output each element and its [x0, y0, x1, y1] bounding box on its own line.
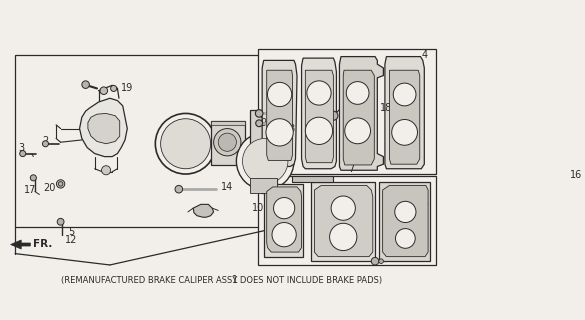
Circle shape — [82, 81, 90, 88]
Circle shape — [274, 197, 295, 219]
Text: 2: 2 — [42, 136, 49, 147]
Polygon shape — [390, 70, 420, 164]
Polygon shape — [88, 113, 120, 144]
Text: 14: 14 — [221, 182, 233, 192]
Text: 5: 5 — [68, 228, 74, 237]
Circle shape — [111, 85, 116, 92]
Polygon shape — [315, 185, 373, 257]
Circle shape — [58, 182, 63, 186]
Circle shape — [156, 113, 216, 174]
Polygon shape — [301, 58, 336, 169]
Circle shape — [214, 129, 241, 156]
Text: 9: 9 — [260, 118, 267, 128]
Text: 11: 11 — [418, 196, 431, 205]
Text: 3: 3 — [18, 142, 25, 153]
Circle shape — [393, 83, 416, 106]
Polygon shape — [257, 49, 436, 174]
Circle shape — [218, 133, 236, 151]
Circle shape — [30, 175, 36, 181]
Polygon shape — [267, 70, 292, 160]
Text: 6: 6 — [314, 136, 320, 147]
Circle shape — [100, 87, 108, 94]
Circle shape — [371, 257, 379, 265]
Circle shape — [305, 117, 333, 145]
Polygon shape — [264, 184, 303, 257]
Polygon shape — [383, 185, 428, 257]
Circle shape — [256, 120, 263, 127]
Text: FR.: FR. — [33, 239, 52, 249]
Polygon shape — [211, 121, 245, 125]
Polygon shape — [80, 98, 128, 156]
Polygon shape — [311, 182, 375, 261]
Circle shape — [392, 119, 418, 145]
Polygon shape — [193, 204, 214, 217]
Polygon shape — [343, 70, 374, 165]
Text: 20: 20 — [43, 183, 56, 193]
Circle shape — [161, 119, 211, 169]
Bar — [292, 176, 333, 182]
Circle shape — [242, 139, 288, 184]
Circle shape — [175, 185, 183, 193]
Circle shape — [43, 141, 49, 147]
Polygon shape — [267, 187, 301, 252]
Circle shape — [272, 222, 296, 247]
Polygon shape — [11, 240, 30, 249]
Text: 21: 21 — [401, 114, 414, 124]
Text: 8: 8 — [288, 124, 295, 134]
Circle shape — [345, 118, 370, 144]
Circle shape — [346, 82, 369, 104]
Polygon shape — [385, 57, 424, 169]
Circle shape — [56, 180, 65, 188]
Text: 1: 1 — [232, 275, 238, 285]
Circle shape — [57, 218, 64, 225]
Polygon shape — [379, 182, 431, 261]
Polygon shape — [305, 70, 333, 163]
Circle shape — [266, 119, 293, 146]
Text: 4: 4 — [422, 50, 428, 60]
Text: 15: 15 — [311, 106, 323, 116]
Bar — [250, 178, 277, 193]
Circle shape — [20, 150, 26, 156]
Text: 18: 18 — [380, 103, 393, 113]
Bar — [211, 121, 245, 165]
Circle shape — [321, 135, 328, 142]
Text: 16: 16 — [570, 170, 582, 180]
Polygon shape — [257, 176, 436, 265]
Circle shape — [236, 132, 294, 190]
Text: 13: 13 — [308, 148, 321, 159]
Circle shape — [307, 81, 331, 105]
Text: 7: 7 — [349, 164, 355, 174]
Polygon shape — [250, 110, 277, 193]
Text: 10: 10 — [252, 203, 264, 213]
Text: (REMANUFACTURED BRAKE CALIPER ASSY DOES NOT INCLUDE BRAKE PADS): (REMANUFACTURED BRAKE CALIPER ASSY DOES … — [61, 276, 382, 285]
Circle shape — [395, 228, 415, 248]
Text: 19: 19 — [121, 84, 133, 93]
Circle shape — [331, 196, 355, 220]
Polygon shape — [262, 60, 297, 166]
Polygon shape — [339, 57, 383, 170]
Circle shape — [329, 111, 338, 120]
Text: 12: 12 — [65, 235, 77, 245]
Circle shape — [379, 259, 383, 263]
Text: 17: 17 — [24, 185, 36, 195]
Polygon shape — [15, 55, 280, 227]
Circle shape — [267, 82, 292, 107]
Circle shape — [102, 166, 111, 175]
Circle shape — [255, 110, 263, 117]
Circle shape — [395, 201, 416, 222]
Circle shape — [329, 223, 357, 251]
